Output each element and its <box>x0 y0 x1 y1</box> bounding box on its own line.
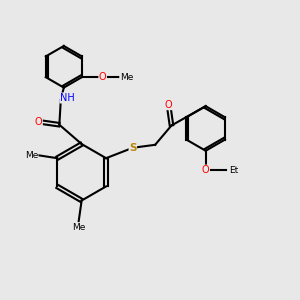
Text: O: O <box>35 117 42 127</box>
Text: Et: Et <box>229 166 239 175</box>
Text: S: S <box>129 143 136 153</box>
Text: O: O <box>99 72 106 82</box>
Text: Me: Me <box>25 151 38 160</box>
Text: O: O <box>165 100 172 110</box>
Text: O: O <box>202 165 209 175</box>
Text: Me: Me <box>120 73 133 82</box>
Text: Me: Me <box>72 223 86 232</box>
Text: NH: NH <box>60 93 75 103</box>
